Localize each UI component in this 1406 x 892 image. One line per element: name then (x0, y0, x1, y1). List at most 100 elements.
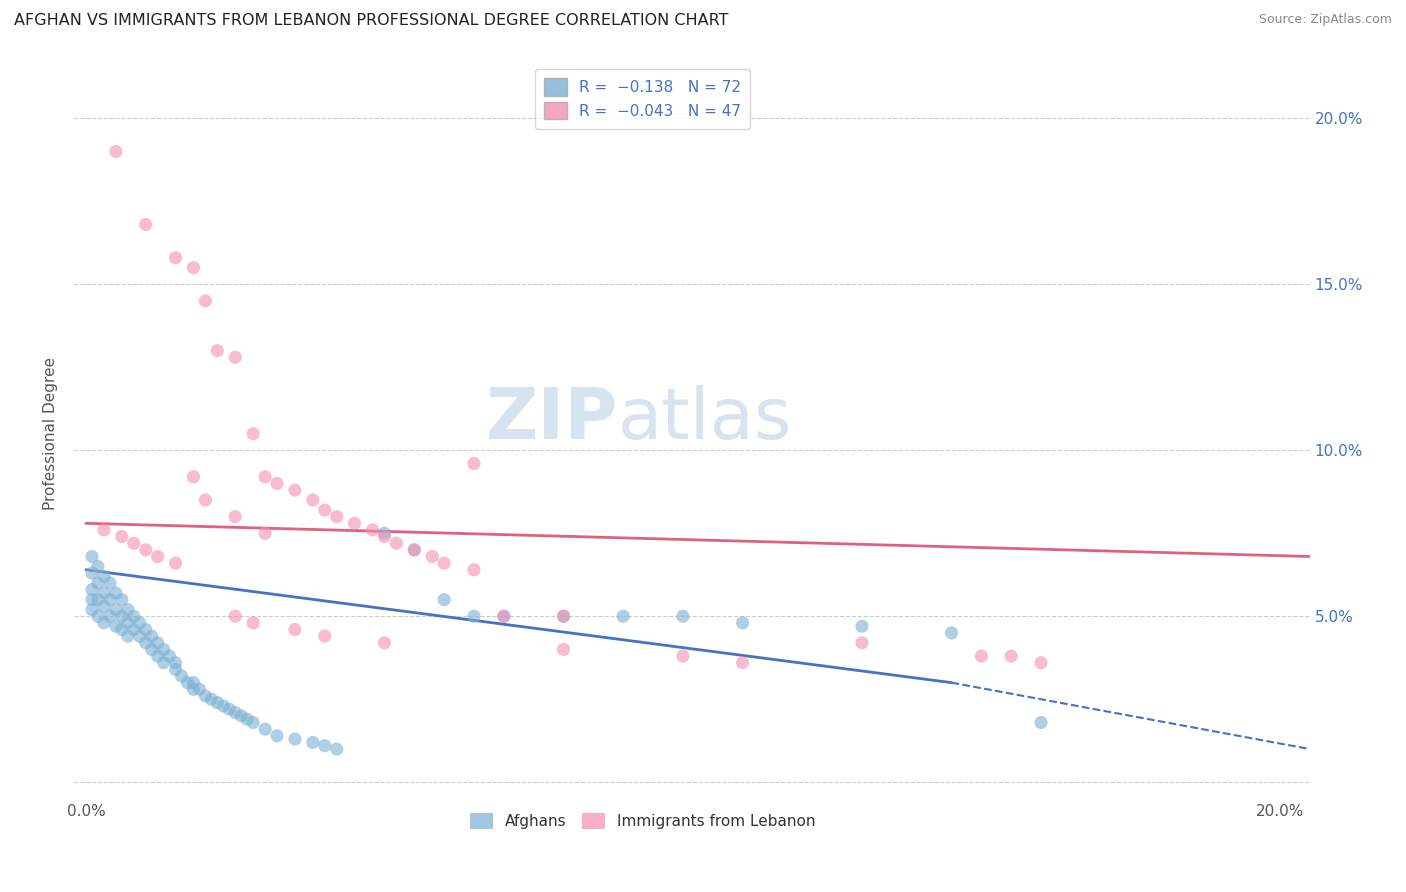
Text: Source: ZipAtlas.com: Source: ZipAtlas.com (1258, 13, 1392, 27)
Point (242, 715, 264, 730)
Point (146, 549, 169, 564)
Point (80, 549, 103, 564)
Point (254, 722, 277, 736)
Text: ZIP: ZIP (485, 384, 617, 453)
Point (159, 649, 181, 664)
Point (135, 218, 157, 232)
Point (314, 503, 336, 517)
Point (146, 649, 169, 664)
Point (553, 642, 575, 657)
Point (93, 586, 115, 600)
Point (194, 689, 217, 703)
Point (224, 609, 246, 624)
Point (87, 576, 110, 591)
Point (941, 625, 963, 640)
Point (224, 351, 246, 365)
Point (343, 516, 366, 531)
Point (254, 526, 277, 541)
Point (1029, 656, 1052, 670)
Point (93, 615, 115, 630)
Point (325, 509, 347, 524)
Point (104, 145, 127, 159)
Point (284, 483, 307, 497)
Point (87, 559, 110, 574)
Point (266, 476, 288, 491)
Point (731, 656, 754, 670)
Point (111, 592, 134, 607)
Point (170, 669, 193, 683)
Point (218, 702, 240, 716)
Point (242, 426, 264, 441)
Point (104, 586, 127, 600)
Point (165, 556, 187, 570)
Point (325, 742, 347, 756)
Point (165, 251, 187, 265)
Point (284, 623, 307, 637)
Point (404, 542, 426, 557)
Point (146, 636, 169, 650)
Point (93, 523, 115, 537)
Point (266, 729, 288, 743)
Point (165, 656, 187, 670)
Point (98, 592, 121, 607)
Point (302, 493, 325, 508)
Point (135, 623, 157, 637)
Point (612, 609, 634, 624)
Point (87, 609, 110, 624)
Point (128, 615, 150, 630)
Point (183, 260, 205, 275)
Point (80, 566, 103, 580)
Point (117, 602, 139, 616)
Point (672, 649, 695, 664)
Point (80, 602, 103, 616)
Point (242, 615, 264, 630)
Point (183, 470, 205, 484)
Point (80, 592, 103, 607)
Text: atlas: atlas (617, 384, 792, 453)
Point (302, 735, 325, 749)
Point (851, 636, 873, 650)
Point (970, 649, 993, 664)
Point (672, 609, 695, 624)
Legend: Afghans, Immigrants from Lebanon: Afghans, Immigrants from Lebanon (464, 806, 821, 835)
Point (183, 675, 205, 690)
Point (128, 629, 150, 643)
Point (200, 692, 222, 706)
Point (224, 706, 246, 720)
Point (117, 629, 139, 643)
Point (183, 682, 205, 697)
Point (463, 457, 485, 471)
Y-axis label: Professional Degree: Professional Degree (44, 357, 58, 510)
Point (111, 623, 134, 637)
Point (433, 556, 456, 570)
Point (373, 636, 395, 650)
Point (373, 530, 395, 544)
Point (1029, 715, 1052, 730)
Point (87, 592, 110, 607)
Point (207, 343, 229, 358)
Point (254, 470, 277, 484)
Point (194, 493, 217, 508)
Point (80, 582, 103, 597)
Point (207, 696, 229, 710)
Point (165, 662, 187, 676)
Point (1000, 649, 1022, 664)
Point (404, 542, 426, 557)
Point (236, 712, 259, 726)
Point (212, 698, 235, 713)
Point (188, 682, 211, 697)
Point (141, 642, 163, 657)
Point (122, 623, 145, 637)
Point (111, 530, 134, 544)
Point (851, 619, 873, 633)
Point (373, 526, 395, 541)
Point (135, 636, 157, 650)
Point (463, 609, 485, 624)
Point (176, 675, 198, 690)
Point (284, 732, 307, 747)
Point (117, 615, 139, 630)
Point (492, 609, 515, 624)
Point (492, 609, 515, 624)
Point (122, 609, 145, 624)
Point (104, 602, 127, 616)
